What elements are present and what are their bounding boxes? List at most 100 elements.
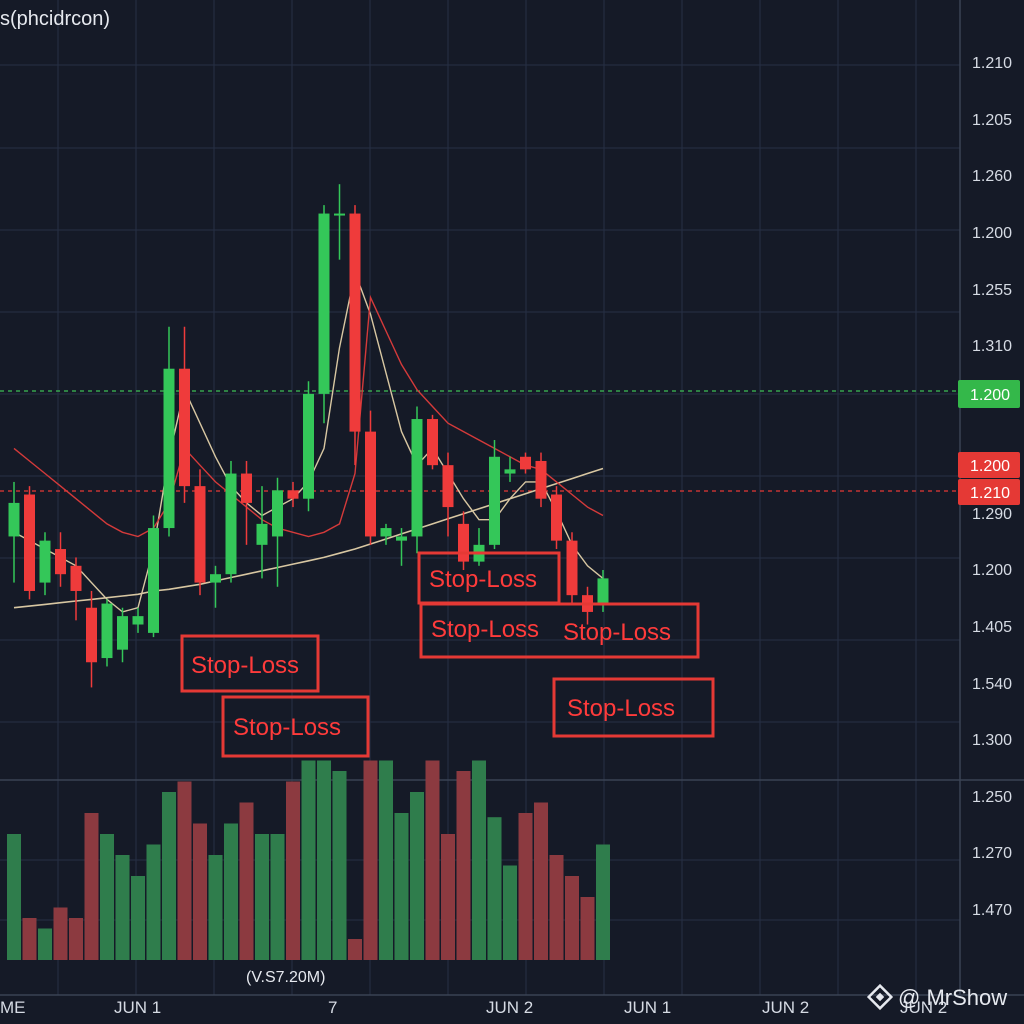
volume-bar: [425, 760, 440, 960]
volume-bar: [162, 792, 176, 960]
volume-bar: [317, 760, 331, 960]
volume-bar: [270, 834, 285, 960]
candle-body-up: [39, 540, 51, 583]
price-tick: 1.200: [972, 562, 1012, 579]
price-tag-red[interactable]: 1.210: [958, 479, 1020, 505]
price-tag-label: 1.210: [970, 485, 1010, 502]
price-tick: 1.310: [972, 338, 1012, 355]
stop-loss-text: Stop-Loss: [233, 714, 341, 741]
stop-loss-text: Stop-Loss: [191, 652, 299, 679]
volume-bar: [503, 865, 517, 960]
volume-bar: [286, 781, 300, 960]
candle-body-up: [489, 456, 500, 545]
price-tick: 1.470: [972, 902, 1012, 919]
volume-bar: [208, 855, 223, 960]
candle-body-up: [256, 523, 268, 545]
price-axis: 1.210 1.205 1.260 1.200 1.255 1.310 1.29…: [972, 55, 1012, 919]
candle-body-up: [380, 528, 392, 537]
stop-loss-annotation: Stop-Loss: [180, 634, 320, 693]
price-tick: 1.250: [972, 789, 1012, 806]
price-tag-label: 1.200: [970, 387, 1010, 404]
date-tick: JUN 1: [114, 998, 161, 1017]
volume-bar: [84, 813, 99, 960]
volume-bar: [177, 781, 192, 960]
candle-body-down: [535, 460, 547, 499]
candle-body-up: [117, 616, 128, 650]
price-tick: 1.200: [972, 225, 1012, 242]
candle-body-down: [349, 213, 361, 432]
volume-bar: [487, 817, 502, 960]
price-tag-green[interactable]: 1.200: [958, 380, 1020, 408]
volume-bar: [239, 802, 254, 960]
date-tick: ME: [0, 998, 26, 1017]
candle-body-up: [8, 502, 20, 537]
candle-body-down: [241, 473, 252, 503]
candle-body-up: [132, 616, 144, 625]
volume-bar: [348, 939, 362, 960]
candle-body-down: [365, 431, 376, 537]
volume-bar: [115, 855, 130, 960]
ma-slow-line: [13, 294, 604, 538]
chart-title: s(phcidrcon): [0, 8, 110, 30]
candle-body-down: [520, 456, 531, 470]
volume-bar: [7, 834, 21, 960]
volume-bars: [7, 760, 610, 960]
volume-bar: [596, 844, 610, 960]
candle-body-up: [210, 574, 221, 583]
price-tick: 1.210: [972, 55, 1012, 72]
candle-body-up: [303, 393, 314, 499]
volume-bar: [146, 844, 161, 960]
volume-bar: [255, 834, 269, 960]
volume-label: (V.S7.20M): [246, 969, 325, 986]
price-tag-label: 1.200: [970, 458, 1010, 475]
candle-body-up: [334, 213, 345, 216]
volume-bar: [580, 897, 595, 960]
stop-loss-annotation: Stop-Loss: [552, 677, 715, 738]
price-tick: 1.270: [972, 845, 1012, 862]
candle-body-up: [504, 469, 516, 474]
candle-body-down: [427, 419, 438, 466]
candle-body-down: [458, 523, 469, 562]
volume-bar: [131, 876, 145, 960]
volume-bar: [394, 813, 409, 960]
date-tick: JUN 2: [486, 998, 533, 1017]
price-tick: 1.260: [972, 168, 1012, 185]
candle-body-down: [287, 490, 299, 499]
candle-body-up: [597, 578, 609, 604]
volume-bar: [410, 792, 424, 960]
volume-bar: [472, 760, 486, 960]
candle-body-up: [272, 490, 283, 537]
volume-bar: [53, 907, 68, 960]
stop-loss-text: Stop-Loss: [563, 619, 671, 646]
candle-body-up: [163, 368, 175, 529]
candle-body-down: [194, 486, 206, 583]
price-tick: 1.540: [972, 676, 1012, 693]
candle-body-up: [148, 528, 159, 633]
volume-bar: [224, 823, 238, 960]
price-tag-red[interactable]: 1.200: [958, 452, 1020, 478]
volume-bar: [379, 760, 393, 960]
price-tick: 1.405: [972, 619, 1012, 636]
volume-bar: [332, 771, 347, 960]
candle-body-down: [24, 494, 35, 591]
candle-body-down: [442, 465, 454, 508]
volume-bar: [549, 855, 564, 960]
date-axis: ME JUN 1 7 JUN 2 JUN 1 JUN 2 JUN 2: [0, 998, 947, 1017]
volume-bar: [38, 928, 52, 960]
volume-bar: [518, 813, 533, 960]
watermark-text: @ MrShow: [898, 985, 1007, 1010]
volume-bar: [193, 823, 207, 960]
price-tick: 1.290: [972, 506, 1012, 523]
candle-body-up: [318, 213, 330, 394]
candle-body-down: [551, 494, 562, 541]
volume-bar: [22, 918, 37, 960]
candle-body-up: [101, 603, 113, 659]
price-tick: 1.205: [972, 112, 1012, 129]
candle-body-down: [566, 540, 578, 596]
price-tick: 1.300: [972, 732, 1012, 749]
candlesticks: [8, 184, 609, 688]
price-tick: 1.255: [972, 282, 1012, 299]
candle-body-up: [396, 536, 407, 541]
volume-bar: [565, 876, 579, 960]
